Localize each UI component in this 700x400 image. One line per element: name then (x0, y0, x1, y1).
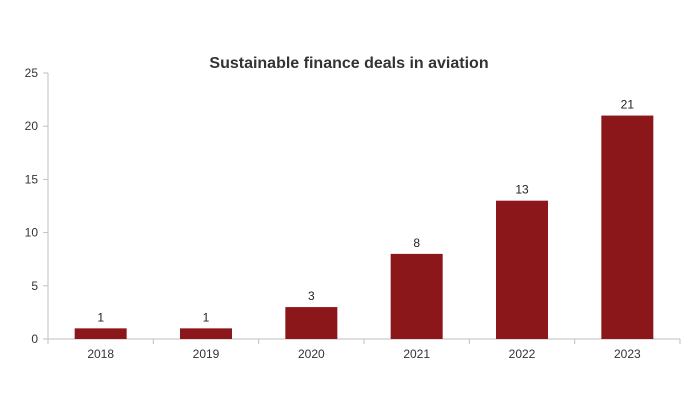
bar-2022 (496, 200, 548, 339)
x-tick-label: 2020 (298, 347, 325, 361)
x-tick-label: 2019 (193, 347, 220, 361)
x-tick-label: 2021 (403, 347, 430, 361)
x-axis: 2018 2019 2020 2021 2022 2023 (47, 338, 681, 361)
data-label-2022: 13 (515, 183, 529, 197)
bar-2023 (601, 115, 654, 339)
bar-2020 (285, 307, 338, 339)
y-tick-label: 10 (25, 226, 39, 240)
data-label-2023: 21 (621, 98, 635, 112)
x-tick-label: 2022 (509, 347, 536, 361)
bar-2018 (74, 328, 127, 339)
y-axis: 0 5 10 15 20 25 (25, 66, 49, 346)
chart-title: Sustainable finance deals in aviation (209, 55, 488, 72)
bar-2019 (180, 328, 232, 339)
data-label-2018: 1 (97, 310, 104, 324)
y-tick-label: 20 (25, 119, 39, 133)
y-tick-label: 15 (25, 172, 39, 186)
data-label-2019: 1 (203, 310, 210, 324)
y-tick-label: 25 (25, 66, 39, 80)
data-label-2021: 8 (413, 236, 420, 250)
bars (74, 115, 654, 339)
bar-2021 (390, 253, 443, 339)
data-label-2020: 3 (308, 289, 315, 303)
x-tick-label: 2018 (87, 347, 114, 361)
x-tick-label: 2023 (614, 347, 641, 361)
y-tick-label: 5 (31, 279, 38, 293)
y-tick-label: 0 (31, 332, 38, 346)
